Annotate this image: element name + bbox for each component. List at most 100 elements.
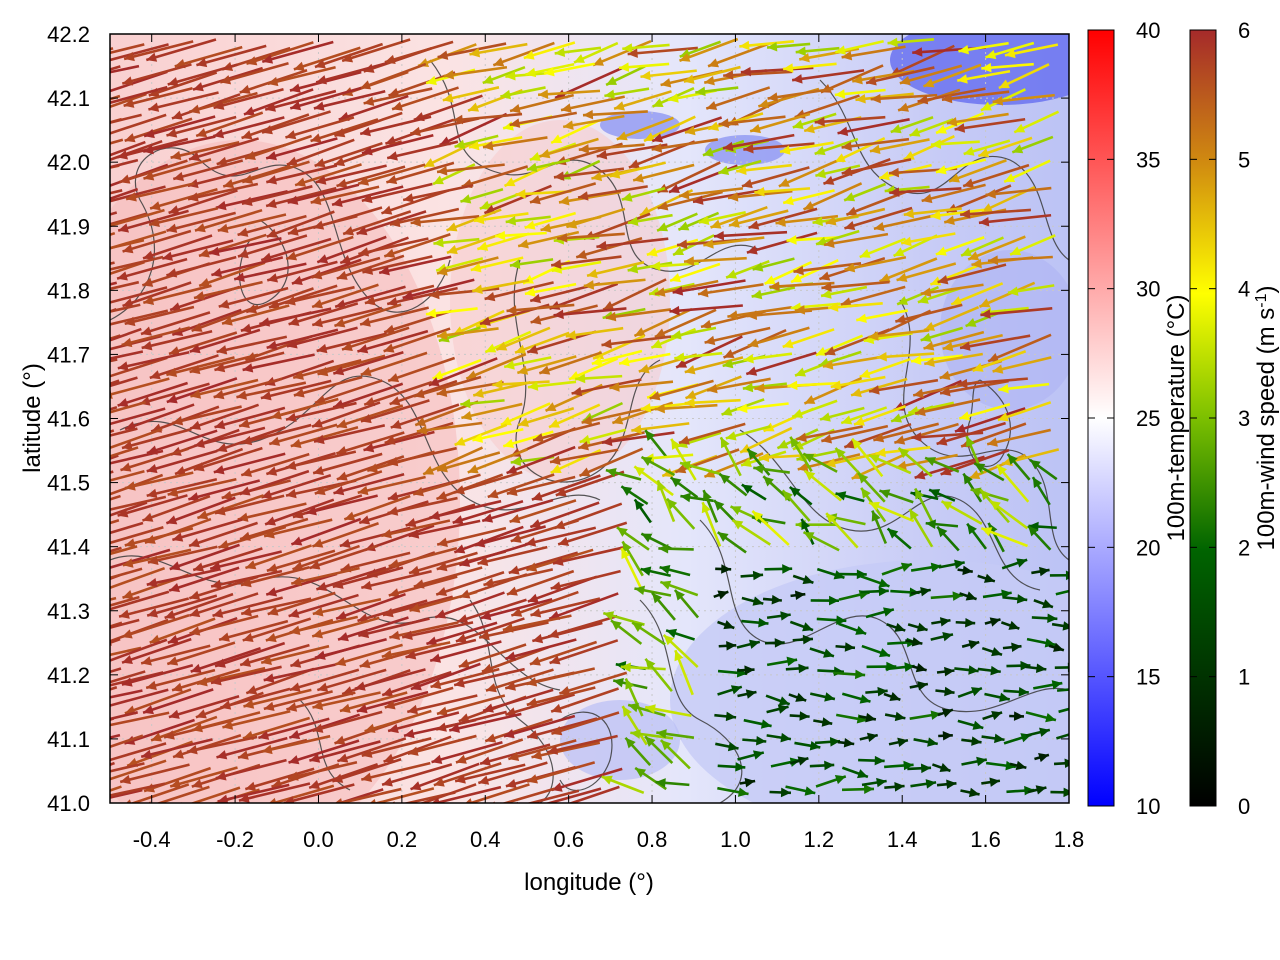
wind-vector-head [903,760,914,771]
wind-vector-head [549,455,561,466]
wind-vector [487,473,555,499]
wind-vector [119,763,190,784]
wind-vector-head [446,222,458,232]
wind-vector-head [266,198,277,209]
wind-vector [384,421,454,445]
wind-vector [241,423,312,445]
wind-vector [265,572,338,596]
wind-vector [705,86,771,110]
wind-vector [314,379,383,405]
wind-vector-head [388,588,400,598]
wind-vector [745,351,817,376]
wind-vector-head [435,609,447,619]
wind-vector [148,71,218,97]
wind-vector-head [927,737,938,747]
wind-vector [506,475,576,495]
wind-vector-head [126,799,132,803]
wind-vector-head [218,299,230,309]
wind-vector-head [794,590,806,601]
wind-vector [893,422,959,445]
wind-vector [161,239,234,260]
wind-vector-head [557,233,568,243]
wind-vector-head [268,299,280,310]
wind-vector-head [381,529,392,539]
wind-vector-head [861,487,871,499]
wind-vector-head [774,638,785,648]
wind-vector-head [193,562,205,572]
wind-vector-head [340,255,352,264]
wind-vector [868,378,939,393]
wind-vector [633,307,693,338]
wind-vector-head [122,244,134,254]
wind-vector-head [190,420,202,430]
wind-vector [433,762,502,787]
wind-vector-head [814,116,825,127]
wind-vector-head [970,487,982,497]
wind-vector-head [141,341,153,351]
wind-vector [439,112,508,147]
wind-vector [456,598,527,624]
wind-vector [121,664,194,686]
wind-vector-head [1016,558,1028,568]
wind-vector-head [745,689,757,699]
wind-vector [311,522,379,548]
wind-vector [222,709,291,729]
wind-vector-head [99,584,110,593]
wind-vector-head [99,244,110,253]
wind-vector [410,662,481,691]
wind-vector-head [591,356,603,366]
wind-vector-head [804,470,816,481]
wind-vector-head [729,218,740,228]
wind-vector [506,569,575,596]
wind-vector-head [54,131,65,140]
wind-vector-head [455,754,467,764]
wind-vector-head [1047,613,1058,624]
wind-vector-head [530,519,542,529]
wind-vector-head [410,781,422,791]
wind-vector [169,766,238,788]
wind-vector [481,498,554,523]
wind-vector-head [166,515,178,525]
wind-vector-head [671,330,682,340]
wind-vector-head [142,512,154,522]
wind-vector-head [402,290,414,301]
wind-vector-head [1012,144,1024,154]
y-tick-label: 42.1 [47,86,90,111]
wind-vector [967,235,1026,261]
wind-vector [331,758,402,783]
wind-vector-head [212,608,224,618]
wind-vector-head [549,418,561,428]
wind-vector-head [387,151,398,161]
wind-vector [436,163,505,174]
wind-vector-head [479,200,491,210]
wind-vector-head [721,564,732,574]
wind-vector [332,350,404,375]
wind-vector-head [960,341,971,351]
wind-vector-head [126,192,137,202]
wind-vector-head [1020,660,1031,671]
wind-vector-head [468,102,480,112]
wind-vector-head [553,171,565,181]
wind-vector-head [963,178,975,188]
wind-vector [895,303,963,323]
wind-vector [144,517,212,544]
wind-vector [286,138,355,166]
wind-vector-head [980,489,991,501]
wind-vector-head [241,435,253,446]
wind-vector-head [457,614,469,624]
wind-vector-head [1004,48,1016,59]
wind-vector [146,449,218,473]
wind-vector [453,667,525,687]
wind-vector-head [437,463,448,473]
wind-vector [110,280,140,291]
wind-vector-head [407,746,419,756]
wind-vector [889,187,962,195]
wind-vector-head [591,171,603,182]
wind-vector-head [968,251,980,261]
wind-vector-head [999,692,1010,703]
wind-vector-head [383,343,395,353]
wind-vector [110,595,140,607]
wind-vector [413,566,483,588]
wind-vector-head [1011,642,1022,652]
wind-vector [571,378,642,395]
